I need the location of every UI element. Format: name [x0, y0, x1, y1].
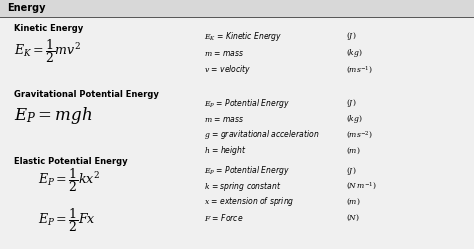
Text: $\it{E_{P}}$ = Potential Energy: $\it{E_{P}}$ = Potential Energy: [204, 164, 290, 177]
Text: $\it{m}$ = mass: $\it{m}$ = mass: [204, 49, 244, 58]
Text: $(kg)$: $(kg)$: [346, 47, 363, 59]
Text: Gravitational Potential Energy: Gravitational Potential Energy: [14, 90, 159, 99]
Text: Elastic Potential Energy: Elastic Potential Energy: [14, 157, 128, 166]
Text: $\it{k}$ = spring constant: $\it{k}$ = spring constant: [204, 180, 281, 193]
Text: $(m)$: $(m)$: [346, 145, 361, 156]
Text: $(N\,m^{-1})$: $(N\,m^{-1})$: [346, 181, 377, 192]
Text: $(J)$: $(J)$: [346, 97, 356, 109]
Text: $\it{E_{K}}$ = Kinetic Energy: $\it{E_{K}}$ = Kinetic Energy: [204, 30, 282, 43]
Bar: [0, 0, 474, 16]
Text: $\it{x}$ = extension of spring: $\it{x}$ = extension of spring: [204, 195, 294, 208]
Text: $\it{v}$ = velocity: $\it{v}$ = velocity: [204, 63, 251, 76]
Text: $\it{m}$ = mass: $\it{m}$ = mass: [204, 115, 244, 124]
Text: $E_{P} = mgh$: $E_{P} = mgh$: [14, 105, 93, 126]
Text: $(ms^{-1})$: $(ms^{-1})$: [346, 64, 373, 76]
Text: $(J)$: $(J)$: [346, 165, 356, 177]
Text: $(J)$: $(J)$: [346, 30, 356, 42]
Text: $\it{E_{P}}$ = Potential Energy: $\it{E_{P}}$ = Potential Energy: [204, 97, 290, 110]
Text: Kinetic Energy: Kinetic Energy: [14, 24, 83, 33]
Text: $E_{P} = \dfrac{1}{2}Fx$: $E_{P} = \dfrac{1}{2}Fx$: [38, 206, 96, 234]
Text: Energy: Energy: [7, 3, 46, 13]
Text: $(kg)$: $(kg)$: [346, 113, 363, 125]
Text: $\it{h}$ = height: $\it{h}$ = height: [204, 144, 246, 157]
Text: $(N)$: $(N)$: [346, 212, 360, 223]
Text: $E_{K} = \dfrac{1}{2}mv^{2}$: $E_{K} = \dfrac{1}{2}mv^{2}$: [14, 37, 82, 65]
Text: $(ms^{-2})$: $(ms^{-2})$: [346, 129, 373, 140]
Text: $\it{g}$ = gravitational acceleration: $\it{g}$ = gravitational acceleration: [204, 128, 319, 141]
Text: $E_{P} = \dfrac{1}{2}kx^{2}$: $E_{P} = \dfrac{1}{2}kx^{2}$: [38, 167, 100, 194]
Text: $\it{F}$ = Force: $\it{F}$ = Force: [204, 212, 243, 223]
Text: $(m)$: $(m)$: [346, 197, 361, 207]
